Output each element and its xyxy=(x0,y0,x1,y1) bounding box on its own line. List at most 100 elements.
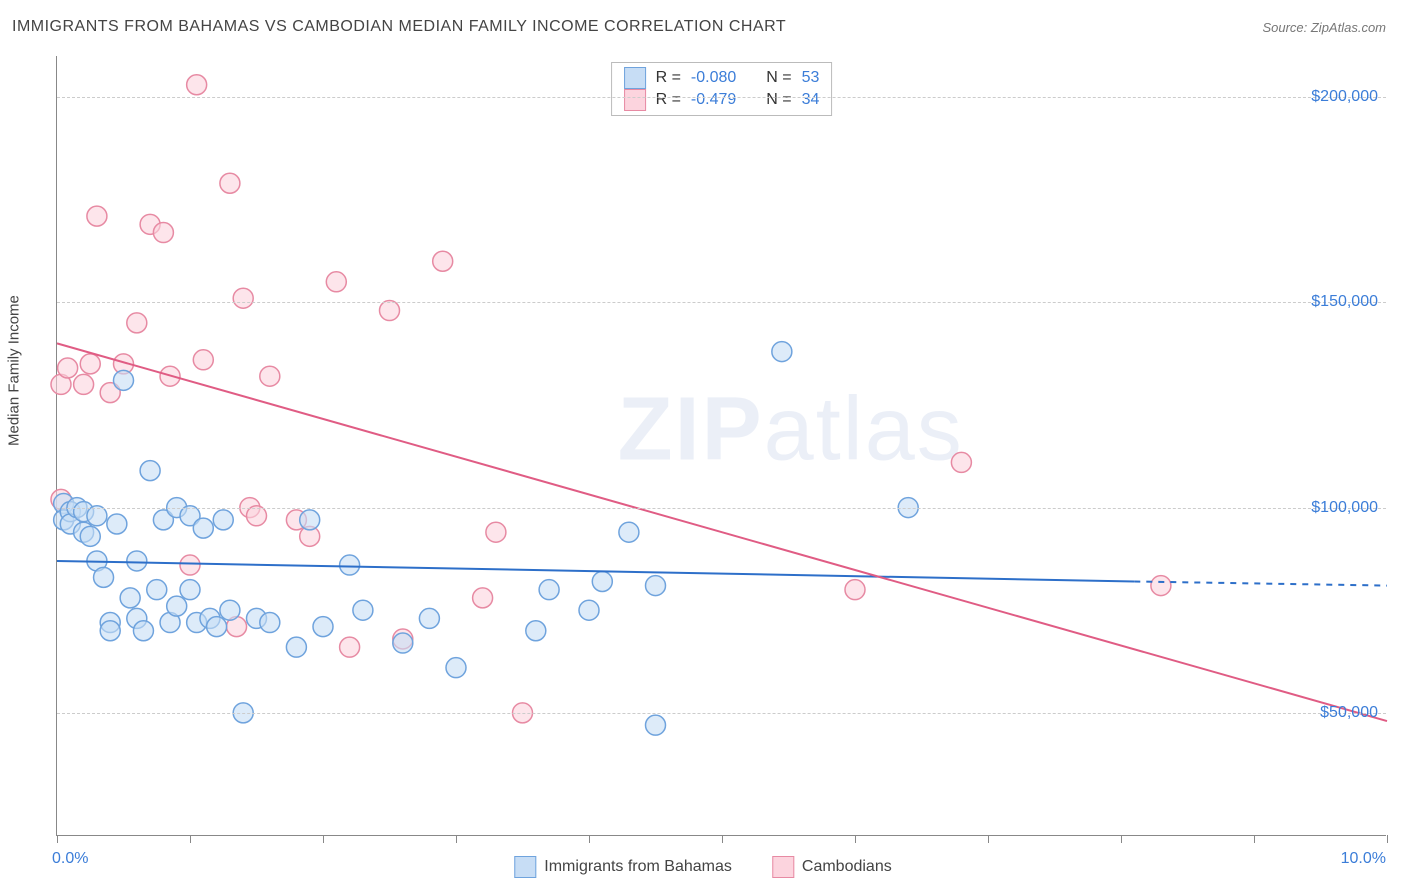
x-tick xyxy=(988,835,989,843)
y-tick-label: $150,000 xyxy=(1311,293,1378,311)
legend-bottom: Immigrants from Bahamas Cambodians xyxy=(514,856,891,878)
data-point xyxy=(193,518,213,538)
chart-title: IMMIGRANTS FROM BAHAMAS VS CAMBODIAN MED… xyxy=(12,18,786,36)
r-label: R = xyxy=(656,69,681,87)
x-axis-left-label: 0.0% xyxy=(52,850,88,868)
legend-row-series-0: R = -0.080 N = 53 xyxy=(624,67,820,89)
data-point xyxy=(393,633,413,653)
data-point xyxy=(114,370,134,390)
data-point xyxy=(207,617,227,637)
data-point xyxy=(247,506,267,526)
x-tick xyxy=(1254,835,1255,843)
data-point xyxy=(74,374,94,394)
gridline xyxy=(57,302,1386,303)
data-point xyxy=(353,600,373,620)
legend-item-cambodians: Cambodians xyxy=(772,856,892,878)
legend-correlation-box: R = -0.080 N = 53 R = -0.479 N = 34 xyxy=(611,62,833,116)
x-axis-right-label: 10.0% xyxy=(1341,850,1386,868)
data-point xyxy=(260,613,280,633)
data-point xyxy=(220,600,240,620)
data-point xyxy=(140,461,160,481)
data-point xyxy=(646,715,666,735)
data-point xyxy=(951,452,971,472)
legend-swatch-bahamas xyxy=(624,67,646,89)
data-point xyxy=(187,75,207,95)
data-point xyxy=(147,580,167,600)
r-label: R = xyxy=(656,91,681,109)
data-point xyxy=(592,571,612,591)
data-point xyxy=(486,522,506,542)
data-point xyxy=(433,251,453,271)
x-tick xyxy=(323,835,324,843)
data-point xyxy=(167,596,187,616)
x-tick xyxy=(722,835,723,843)
data-point xyxy=(300,510,320,530)
data-point xyxy=(419,608,439,628)
data-point xyxy=(526,621,546,641)
data-point xyxy=(213,510,233,530)
gridline xyxy=(57,508,1386,509)
n-value-cambodians: 34 xyxy=(802,91,820,109)
data-point xyxy=(579,600,599,620)
data-point xyxy=(340,555,360,575)
x-tick xyxy=(190,835,191,843)
legend-row-series-1: R = -0.479 N = 34 xyxy=(624,89,820,111)
legend-label-cambodians: Cambodians xyxy=(802,858,892,876)
plot-area: ZIPatlas R = -0.080 N = 53 R = -0.479 N … xyxy=(56,56,1386,836)
data-point xyxy=(80,354,100,374)
data-point xyxy=(180,555,200,575)
y-tick-label: $50,000 xyxy=(1320,704,1378,722)
data-point xyxy=(260,366,280,386)
data-point xyxy=(180,580,200,600)
data-point xyxy=(845,580,865,600)
r-value-cambodians: -0.479 xyxy=(691,91,736,109)
data-point xyxy=(80,526,100,546)
data-point xyxy=(340,637,360,657)
n-label: N = xyxy=(766,69,791,87)
x-tick xyxy=(589,835,590,843)
data-point xyxy=(286,637,306,657)
y-axis-title: Median Family Income xyxy=(6,295,23,446)
y-tick-label: $200,000 xyxy=(1311,88,1378,106)
data-point xyxy=(233,288,253,308)
data-point xyxy=(473,588,493,608)
data-point xyxy=(133,621,153,641)
chart-svg xyxy=(57,56,1386,835)
data-point xyxy=(772,342,792,362)
gridline xyxy=(57,713,1386,714)
data-point xyxy=(193,350,213,370)
x-tick xyxy=(855,835,856,843)
data-point xyxy=(127,551,147,571)
data-point xyxy=(87,206,107,226)
data-point xyxy=(120,588,140,608)
n-label: N = xyxy=(766,91,791,109)
data-point xyxy=(313,617,333,637)
legend-label-bahamas: Immigrants from Bahamas xyxy=(544,858,732,876)
legend-item-bahamas: Immigrants from Bahamas xyxy=(514,856,732,878)
trend-line-extrapolated xyxy=(1134,581,1387,585)
data-point xyxy=(220,173,240,193)
data-point xyxy=(380,301,400,321)
data-point xyxy=(107,514,127,534)
y-tick-label: $100,000 xyxy=(1311,499,1378,517)
data-point xyxy=(446,658,466,678)
data-point xyxy=(94,567,114,587)
data-point xyxy=(58,358,78,378)
gridline xyxy=(57,97,1386,98)
n-value-bahamas: 53 xyxy=(802,69,820,87)
data-point xyxy=(1151,576,1171,596)
x-tick xyxy=(1121,835,1122,843)
data-point xyxy=(646,576,666,596)
data-point xyxy=(326,272,346,292)
legend-swatch-cambodians xyxy=(624,89,646,111)
legend-swatch-bahamas xyxy=(514,856,536,878)
data-point xyxy=(100,621,120,641)
x-tick xyxy=(57,835,58,843)
legend-swatch-cambodians xyxy=(772,856,794,878)
r-value-bahamas: -0.080 xyxy=(691,69,736,87)
data-point xyxy=(153,223,173,243)
data-point xyxy=(539,580,559,600)
data-point xyxy=(127,313,147,333)
source-label: Source: ZipAtlas.com xyxy=(1262,20,1386,35)
trend-line xyxy=(57,343,1387,721)
